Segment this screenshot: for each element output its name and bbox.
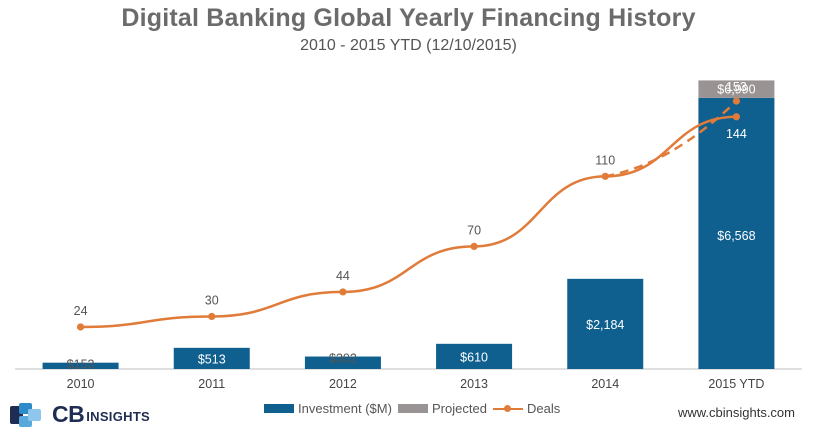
chart-subtitle: 2010 - 2015 YTD (12/10/2015) — [300, 37, 517, 54]
cb-insights-logo: CB INSIGHTS — [10, 401, 150, 428]
legend-projected: Projected — [398, 401, 487, 416]
deals-label-2012: 44 — [336, 269, 350, 283]
investment-label-2013: $610 — [460, 350, 488, 364]
projected-deals-label: 153 — [726, 80, 747, 94]
x-tick-label-2012: 2012 — [329, 377, 357, 391]
logo-suffix-text: INSIGHTS — [86, 409, 151, 424]
legend-projected-swatch — [398, 404, 428, 413]
investment-bar-2010 — [42, 362, 119, 369]
x-tick-label-2013: 2013 — [460, 377, 488, 391]
deals-point-2014 — [601, 172, 609, 180]
cb-insights-logo-mark — [10, 402, 50, 428]
investment-bar-2013 — [436, 343, 513, 369]
legend-deals: Deals — [493, 401, 560, 416]
deals-point-2015-ytd — [732, 113, 741, 121]
investment-label-2011: $513 — [198, 352, 226, 366]
legend-deals-line — [493, 404, 523, 413]
chart-title: Digital Banking Global Yearly Financing … — [121, 4, 696, 32]
deals-label-2014: 110 — [595, 153, 615, 167]
investment-label-2012: $302 — [329, 352, 357, 366]
legend-deals-label: Deals — [527, 401, 561, 416]
investment-bar-2011 — [173, 347, 250, 369]
legend-investment-swatch — [264, 404, 294, 413]
deals-point-2013 — [470, 242, 478, 250]
deals-label-2013: 70 — [467, 223, 481, 237]
deals-label-2010: 24 — [74, 304, 88, 318]
investment-label-2014: $2,184 — [586, 318, 624, 332]
deals-label-2015-ytd: 144 — [726, 127, 747, 141]
website-url: www.cbinsights.com — [677, 405, 795, 420]
deals-point-2012 — [339, 288, 347, 296]
x-tick-label-2014: 2014 — [591, 377, 619, 391]
projected-bar-segment — [698, 80, 775, 98]
legend-investment-label: Investment ($M) — [298, 401, 392, 416]
projected-deals-line — [605, 100, 738, 178]
projected-bar-label: $6,990 — [717, 83, 755, 97]
logo-brand-text: CB — [52, 401, 85, 427]
investment-label-2010: $153 — [67, 358, 95, 372]
x-tick-label-2015-ytd: 2015 YTD — [708, 377, 764, 391]
projected-deals-point — [732, 97, 741, 105]
deals-point-2011 — [208, 312, 216, 321]
investment-bar-2014 — [567, 278, 644, 369]
deals-label-2011: 30 — [205, 293, 219, 307]
deals-point-2010 — [76, 323, 85, 331]
investment-label-2015-ytd: $6,568 — [717, 229, 755, 243]
x-tick-label-2011: 2011 — [198, 377, 225, 391]
legend-projected-label: Projected — [432, 401, 487, 416]
investment-bar-2012 — [304, 356, 381, 369]
x-tick-label-2010: 2010 — [67, 377, 95, 391]
investment-bar-2015-ytd — [698, 97, 775, 370]
legend-investment: Investment ($M) — [264, 401, 392, 416]
chart-legend: Investment ($M) Projected Deals — [0, 401, 817, 421]
